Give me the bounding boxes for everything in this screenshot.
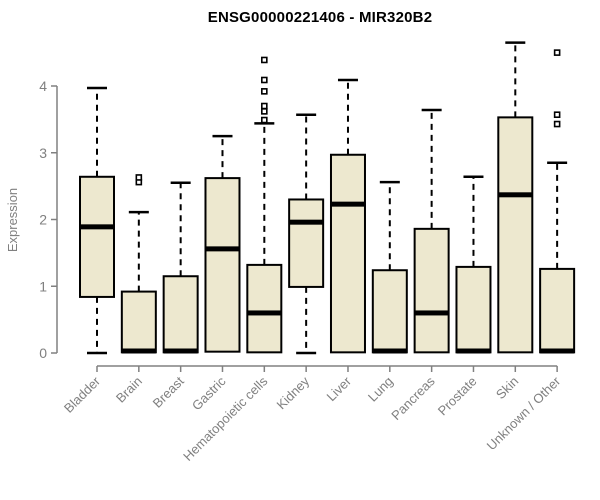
- median-kidney: [289, 219, 324, 225]
- outlier-point-hematopoietic-cells: [261, 88, 268, 95]
- box-hematopoietic-cells: [246, 263, 283, 354]
- median-brain: [121, 348, 156, 354]
- x-category-label: Liver: [324, 373, 355, 404]
- outlier-point-hematopoietic-cells: [261, 76, 268, 84]
- y-tick-label: 0: [39, 345, 47, 361]
- box-bladder: [79, 175, 115, 298]
- outlier-point-unknown-other: [553, 49, 561, 56]
- median-pancreas: [414, 310, 449, 316]
- median-skin: [498, 192, 533, 198]
- box-prostate: [455, 265, 492, 354]
- outlier-point-brain: [135, 174, 143, 181]
- box-kidney: [288, 198, 325, 288]
- y-tick-label: 3: [39, 145, 47, 161]
- box-breast: [162, 275, 199, 354]
- y-tick-label: 1: [39, 278, 47, 294]
- y-tick-label: 4: [39, 78, 47, 94]
- median-liver: [330, 201, 365, 207]
- box-pancreas: [413, 227, 450, 354]
- outlier-point-hematopoietic-cells: [261, 56, 268, 64]
- median-bladder: [80, 224, 114, 230]
- median-breast: [163, 348, 198, 354]
- x-category-label: Brain: [113, 374, 145, 406]
- box-skin: [497, 116, 534, 354]
- box-liver: [329, 153, 366, 354]
- x-category-label: Lung: [365, 374, 396, 405]
- median-hematopoietic-cells: [247, 310, 282, 316]
- outlier-point-unknown-other: [553, 120, 561, 128]
- x-category-label: Breast: [150, 373, 187, 410]
- box-brain: [120, 290, 157, 354]
- median-gastric: [205, 246, 240, 252]
- x-category-label: Skin: [493, 374, 521, 402]
- chart-title: ENSG00000221406 - MIR320B2: [207, 9, 433, 26]
- median-prostate: [456, 348, 491, 354]
- outlier-point-hematopoietic-cells: [261, 116, 268, 124]
- outlier-point-hematopoietic-cells: [261, 102, 268, 110]
- x-category-label: Unknown / Other: [484, 373, 564, 453]
- x-category-label: Kidney: [274, 373, 313, 412]
- outlier-point-hematopoietic-cells: [261, 108, 268, 115]
- x-category-label: Bladder: [61, 373, 104, 416]
- outlier-point-unknown-other: [553, 111, 561, 119]
- box-lung: [371, 269, 408, 354]
- box-unknown-other: [539, 267, 576, 354]
- median-lung: [372, 348, 407, 354]
- y-tick-label: 2: [39, 212, 47, 228]
- x-category-label: Prostate: [435, 374, 480, 419]
- x-category-label: Gastric: [189, 373, 229, 413]
- x-category-label: Pancreas: [388, 373, 438, 423]
- box-gastric: [204, 177, 241, 353]
- median-unknown-other: [540, 348, 575, 354]
